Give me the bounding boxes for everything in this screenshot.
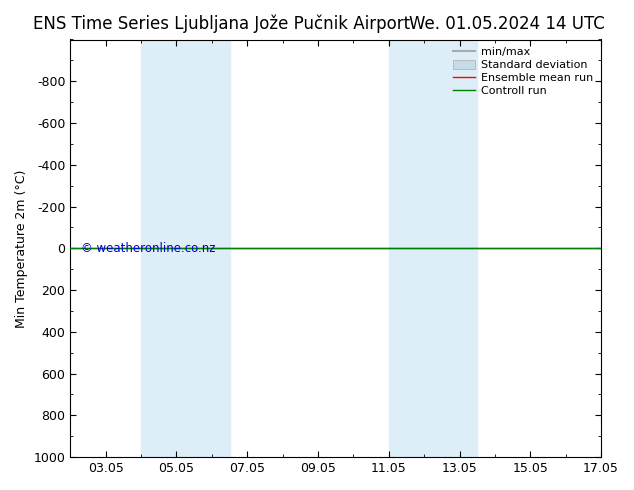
Y-axis label: Min Temperature 2m (°C): Min Temperature 2m (°C) [15, 169, 28, 327]
Bar [389, 40, 477, 457]
Text: We. 01.05.2024 14 UTC: We. 01.05.2024 14 UTC [410, 15, 605, 33]
Legend: min/max, Standard deviation, Ensemble mean run, Controll run: min/max, Standard deviation, Ensemble me… [451, 45, 595, 98]
Bar [141, 40, 230, 457]
Text: © weatheronline.co.nz: © weatheronline.co.nz [81, 242, 216, 255]
Text: ENS Time Series Ljubljana Jože Pučnik Airport: ENS Time Series Ljubljana Jože Pučnik Ai… [34, 15, 410, 33]
